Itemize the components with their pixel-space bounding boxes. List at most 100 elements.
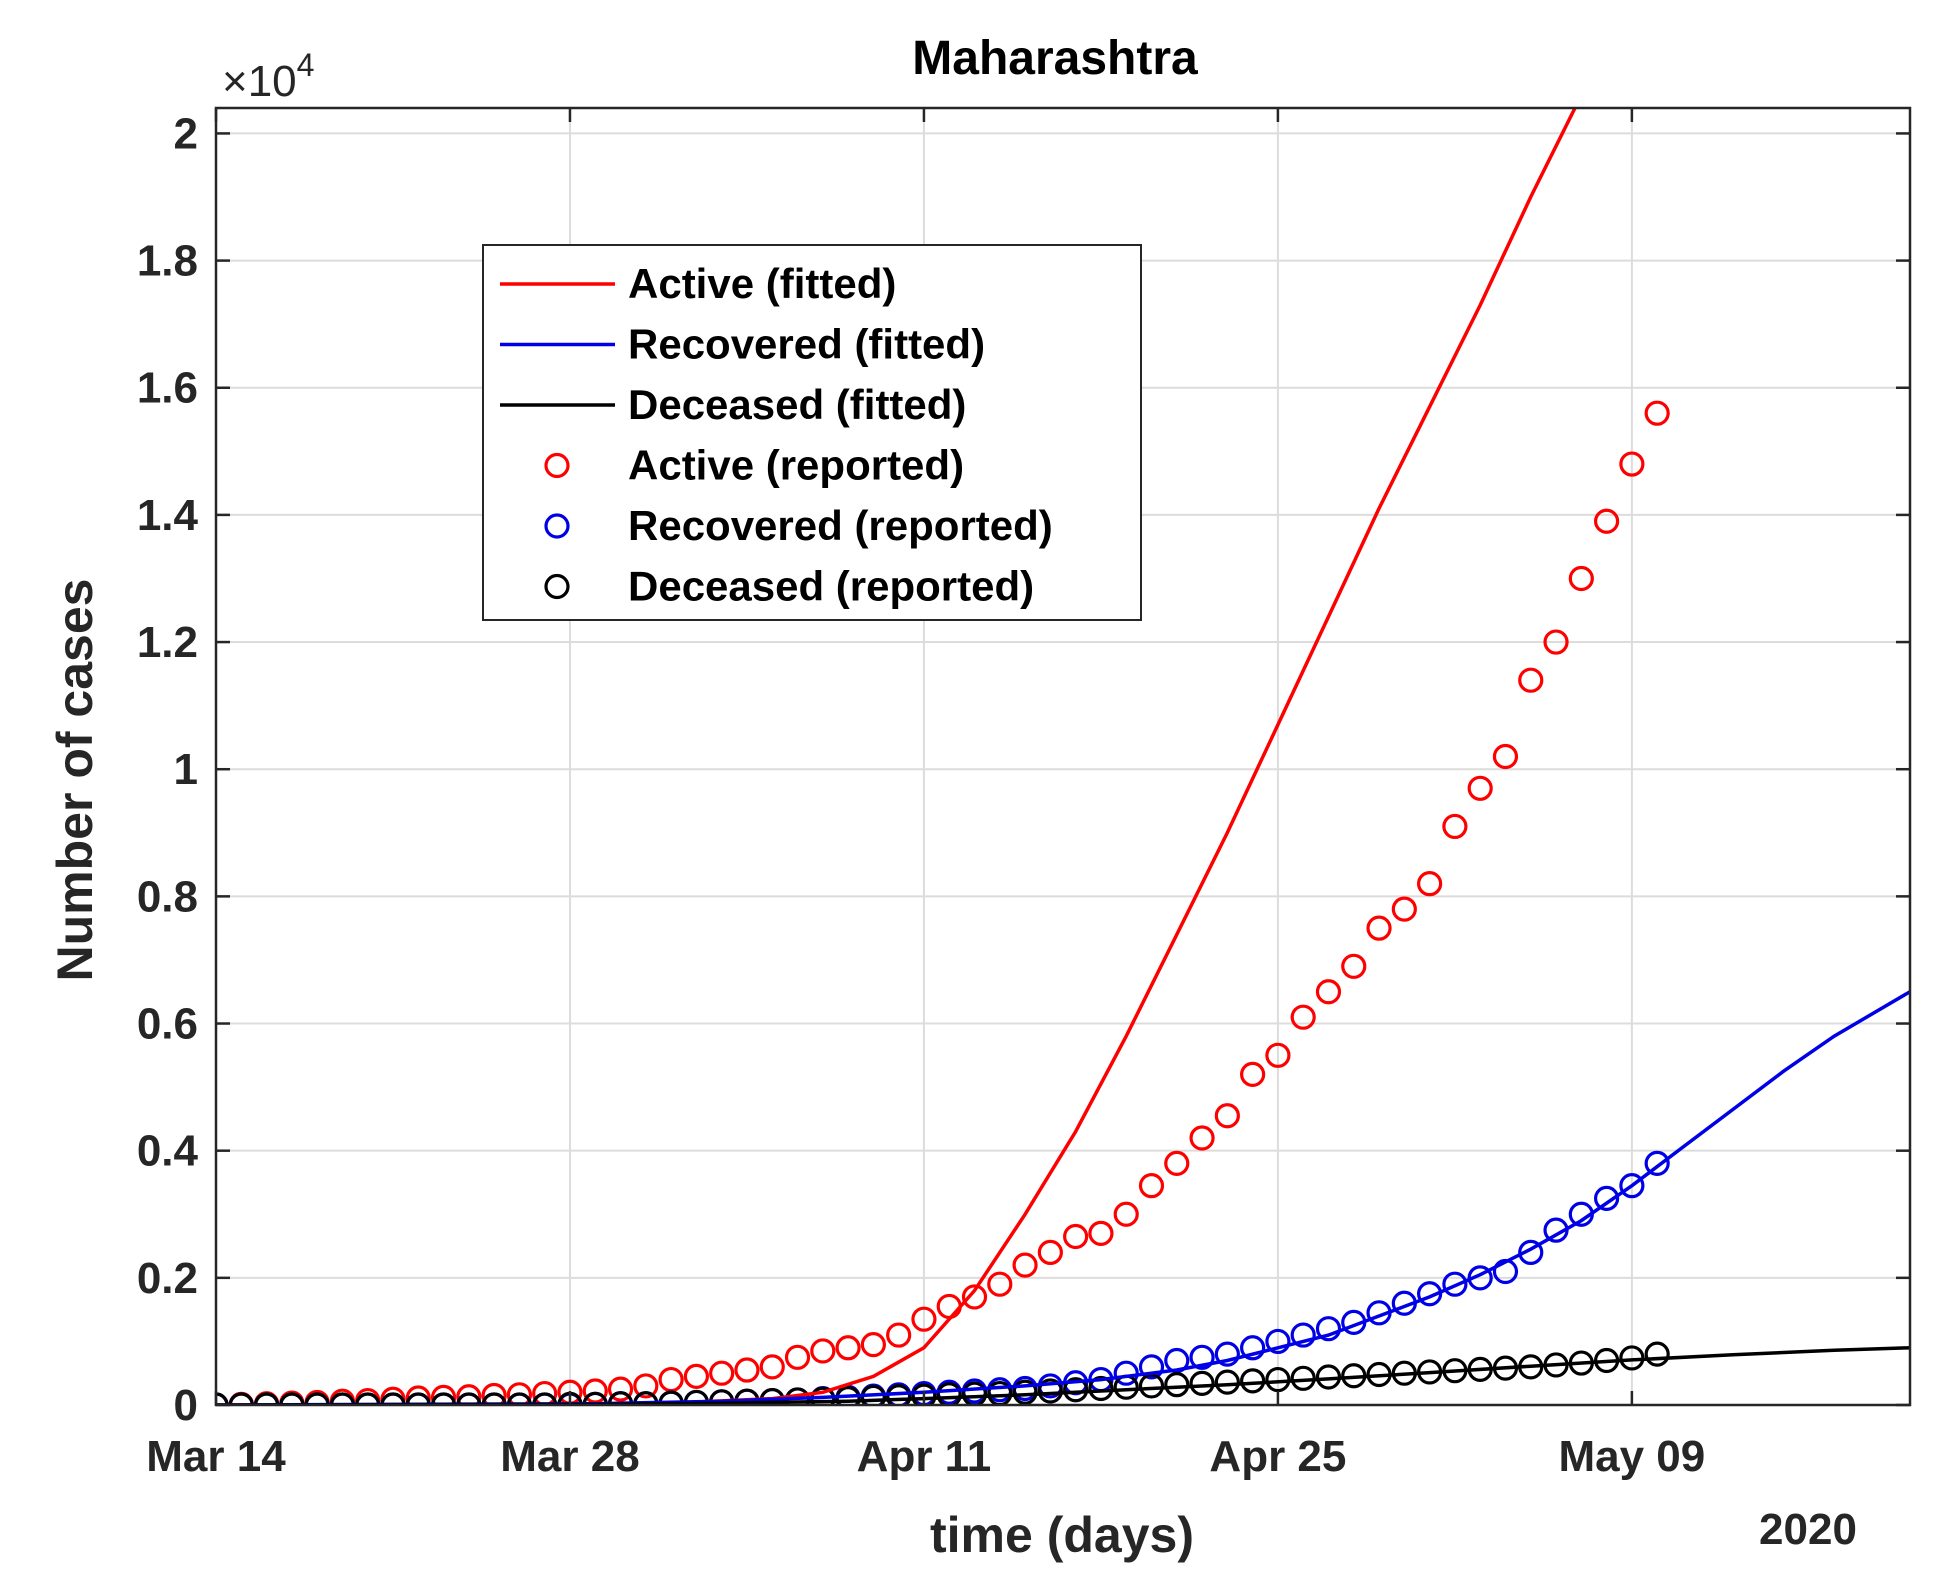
x-tick-label: Apr 25 xyxy=(1209,1432,1346,1481)
recovered-reported-point xyxy=(1644,1150,1670,1177)
active-reported-point xyxy=(835,1335,861,1361)
active-reported-point xyxy=(1240,1061,1266,1087)
active-reported-point xyxy=(1265,1042,1291,1068)
active-reported-point xyxy=(1568,565,1594,592)
y-tick-label: 0.8 xyxy=(137,872,198,921)
active-reported-point xyxy=(1593,508,1620,534)
x-tick-label: Mar 28 xyxy=(500,1432,639,1481)
active-reported-point xyxy=(1518,667,1544,693)
legend-swatch-marker xyxy=(544,513,570,539)
active-reported-point xyxy=(1088,1220,1114,1246)
y-exponent-power: 4 xyxy=(297,47,315,83)
deceased-reported-point xyxy=(506,1392,532,1405)
active-reported-point xyxy=(506,1382,532,1405)
y-tick-label: 0.4 xyxy=(137,1127,199,1176)
active-reported-point xyxy=(1189,1125,1215,1151)
x-axis-label: time (days) xyxy=(930,1507,1194,1563)
y-tick-label: 1.2 xyxy=(137,618,198,667)
deceased-reported-point xyxy=(430,1392,457,1405)
legend-entry-label: Deceased (reported) xyxy=(628,563,1034,610)
active-reported-point xyxy=(1391,896,1417,922)
plot-frame xyxy=(214,106,1912,1407)
y-tick-label: 1 xyxy=(174,745,198,794)
recovered-fitted-line xyxy=(216,990,1910,1405)
legend-swatch-marker xyxy=(544,573,570,600)
active-reported-point xyxy=(709,1360,735,1386)
deceased-reported-point xyxy=(1088,1375,1114,1402)
deceased-reported-point xyxy=(228,1392,254,1405)
active-reported-point xyxy=(1063,1223,1089,1250)
deceased-reported-point xyxy=(279,1392,305,1405)
deceased-reported-point xyxy=(304,1392,330,1405)
deceased-reported-point xyxy=(961,1381,988,1405)
active-reported-point xyxy=(1417,871,1443,897)
y-tick-label: 1.6 xyxy=(137,364,198,413)
deceased-reported-point xyxy=(1214,1369,1240,1395)
active-reported-point xyxy=(1113,1201,1139,1227)
deceased-reported-point xyxy=(835,1386,861,1405)
legend-entry-label: Active (reported) xyxy=(628,442,964,489)
active-reported-point xyxy=(860,1332,886,1358)
deceased-reported-point xyxy=(532,1392,558,1405)
deceased-reported-point xyxy=(355,1392,381,1405)
series-layer xyxy=(216,108,1910,1405)
x-tick-label: Apr 11 xyxy=(857,1432,992,1481)
y-exponent-base: ×10 xyxy=(222,57,297,106)
deceased-reported-point xyxy=(1644,1341,1670,1367)
deceased-reported-point xyxy=(1063,1377,1089,1403)
y-exponent-label: ×104 xyxy=(222,47,314,106)
chart-title: Maharashtra xyxy=(912,32,1198,85)
active-reported-point xyxy=(1315,979,1342,1005)
deceased-reported-point xyxy=(253,1392,280,1405)
deceased-reported-point xyxy=(886,1384,912,1405)
active-reported-point xyxy=(683,1363,709,1389)
deceased-reported-point xyxy=(1164,1372,1190,1398)
recovered-reported-point xyxy=(1138,1354,1165,1380)
active-reported-point xyxy=(1492,743,1519,770)
deceased-reported-point xyxy=(1189,1370,1215,1396)
deceased-reported-point xyxy=(481,1392,507,1405)
y-tick-label: 0 xyxy=(174,1381,198,1430)
active-reported-point xyxy=(1619,451,1645,477)
x-tick-label: Mar 14 xyxy=(146,1432,286,1481)
recovered-reported-point xyxy=(1518,1239,1544,1266)
recovered-reported-point xyxy=(1619,1173,1645,1199)
deceased-reported-point xyxy=(860,1384,886,1405)
recovered-reported-point xyxy=(1290,1322,1316,1348)
active-reported-point xyxy=(1290,1004,1316,1030)
deceased-reported-point xyxy=(936,1382,962,1405)
legend-entry-label: Deceased (fitted) xyxy=(628,381,966,428)
recovered-reported-point xyxy=(1442,1271,1468,1297)
legend-entry-label: Recovered (reported) xyxy=(628,502,1053,549)
deceased-reported-point xyxy=(456,1392,482,1405)
recovered-reported-point xyxy=(1113,1360,1139,1386)
legend-box xyxy=(482,244,1142,621)
active-reported-point xyxy=(810,1338,836,1364)
active-reported-point xyxy=(405,1385,431,1405)
deceased-reported-point xyxy=(329,1392,356,1405)
y-tick-label: 2 xyxy=(174,109,198,158)
deceased-reported-point xyxy=(1240,1368,1266,1394)
deceased-reported-point xyxy=(1037,1378,1063,1404)
x-tick-label: May 09 xyxy=(1558,1432,1705,1481)
active-fitted-line xyxy=(216,108,1577,1405)
active-reported-point xyxy=(1467,775,1493,801)
active-reported-point xyxy=(961,1284,988,1310)
y-tick-label: 1.4 xyxy=(137,491,199,540)
axis-ticks: Mar 14 Mar 28 Apr 11 Apr 25 May 09 0 0.2 0.4 0.6… xyxy=(137,108,1910,1481)
recovered-reported-point xyxy=(1593,1185,1620,1211)
deceased-reported-point xyxy=(1012,1379,1038,1405)
active-reported-point xyxy=(1214,1103,1240,1129)
active-reported-point xyxy=(456,1384,482,1405)
deceased-reported-point xyxy=(911,1383,937,1405)
active-reported-point xyxy=(886,1322,912,1348)
deceased-reported-point xyxy=(380,1392,406,1405)
deceased-fitted-line xyxy=(216,1346,1910,1405)
year-label: 2020 xyxy=(1759,1505,1857,1554)
active-reported-point xyxy=(1138,1173,1165,1199)
active-reported-point xyxy=(1366,915,1392,941)
recovered-reported-point xyxy=(1265,1328,1291,1355)
recovered-reported-point xyxy=(1315,1316,1342,1342)
